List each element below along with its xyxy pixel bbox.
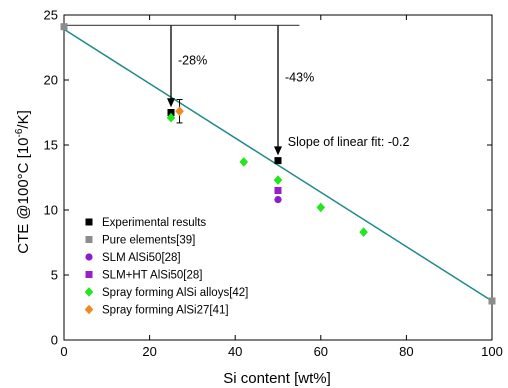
data-point (175, 106, 184, 116)
plot-border (63, 14, 493, 341)
legend-marker (84, 287, 94, 297)
data-point (166, 112, 176, 123)
data-point (274, 196, 282, 204)
fit-line (63, 28, 493, 302)
y-axis-label-exp: -6 (14, 128, 25, 137)
plot-frame (63, 14, 493, 341)
data-points (60, 23, 496, 305)
x-tick-label: 100 (481, 344, 503, 359)
data-point (316, 202, 326, 213)
y-tick-label: 0 (51, 333, 58, 348)
legend-marker (84, 304, 94, 315)
legend-label: Spray forming AlSi27[41] (102, 305, 229, 317)
x-tick-label: 0 (60, 344, 67, 359)
y-axis-label-main: CTE @100°C [10 (15, 137, 32, 253)
legend-label: SLM+HT AlSi50[28] (102, 270, 202, 282)
arrow-head (167, 98, 175, 108)
arrow-head (274, 146, 282, 156)
axis-ticks: 0 20 40 60 80 100 0 5 10 15 20 25 (44, 8, 503, 360)
data-point (359, 227, 368, 237)
fit-slope-annotation: Slope of linear fit: -0.2 (288, 135, 410, 149)
data-point (274, 187, 282, 194)
x-tick-label: 60 (314, 344, 328, 359)
y-tick-label: 5 (51, 268, 58, 283)
data-point (488, 297, 496, 305)
legend-label: Pure elements[39] (102, 235, 195, 247)
linear-fit (63, 28, 493, 302)
x-tick-label: 80 (399, 344, 413, 359)
arrow-label: -43% (285, 70, 314, 84)
data-point (274, 157, 282, 165)
legend-label: Experimental results (102, 217, 206, 229)
x-tick-label: 20 (142, 344, 156, 359)
data-point (239, 157, 249, 167)
legend-label: SLM AlSi50[28] (102, 252, 181, 264)
data-point (60, 23, 68, 31)
legend: Experimental results Pure elements[39] SLM… (84, 217, 248, 317)
annotations: -28% -43% Slope of linear fit: -0.2 (167, 25, 410, 156)
y-tick-label: 15 (44, 138, 58, 153)
data-point (167, 109, 175, 116)
y-axis-label: CTE @100°C [10-6/K] (14, 110, 32, 254)
legend-label: Spray forming AlSi alloys[42] (102, 287, 248, 299)
arrow-label: -28% (178, 53, 207, 67)
data-point (273, 175, 283, 185)
legend-marker (85, 253, 93, 261)
x-axis-label: Si content [wt%] (223, 370, 331, 387)
legend-marker (85, 218, 93, 226)
y-tick-label: 10 (44, 203, 58, 218)
y-tick-label: 25 (44, 8, 58, 23)
y-axis-label-end: /K] (15, 110, 32, 128)
x-tick-label: 40 (228, 344, 242, 359)
y-tick-label: 20 (44, 73, 58, 88)
legend-marker (85, 236, 93, 243)
legend-marker (85, 271, 93, 278)
